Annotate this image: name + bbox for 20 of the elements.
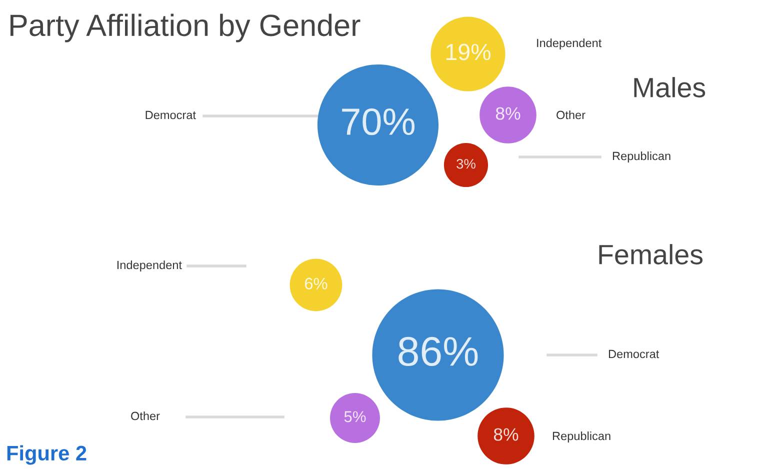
category-label: Democrat (608, 350, 660, 358)
data-label: 6% (304, 278, 328, 290)
data-label: 3% (456, 158, 476, 169)
category-label: Republican (552, 431, 610, 443)
caption: Figure 2 (7, 445, 86, 465)
text: Females (599, 244, 703, 264)
category-label: Other (556, 110, 586, 120)
category-label: Independent (537, 38, 602, 50)
category-label: Independent (117, 260, 182, 272)
text: Party Affiliation by Gender (10, 14, 360, 42)
data-label: 19% (446, 44, 490, 60)
data-label: 86% (398, 336, 478, 366)
data-label: 70% (342, 108, 415, 136)
category-label: Democrat (146, 110, 196, 120)
data-label: 8% (494, 428, 518, 441)
data-label: 8% (496, 107, 520, 120)
category-label: Republican (612, 151, 670, 162)
category-label: Other (131, 411, 160, 420)
text: Males (634, 77, 706, 98)
data-label: 5% (344, 411, 366, 422)
